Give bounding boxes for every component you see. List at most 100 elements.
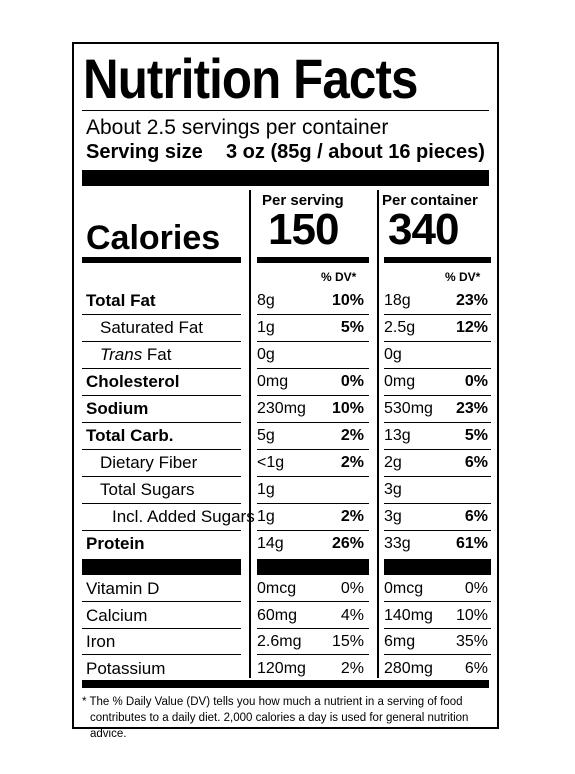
row-divider-left bbox=[82, 422, 241, 423]
footnote-rule bbox=[82, 680, 489, 688]
nutrient-container-dv: 23% bbox=[455, 400, 488, 417]
vitamin-thick-rule-mid bbox=[257, 559, 369, 575]
vitamin-container-amount: 0mcg bbox=[384, 580, 424, 597]
nutrient-container-dv: 6% bbox=[464, 508, 488, 525]
per-container-header: Per container bbox=[382, 192, 478, 209]
row-divider-left bbox=[82, 341, 241, 342]
vitamin-thick-rule-left bbox=[82, 559, 241, 575]
row-divider-left bbox=[82, 530, 241, 531]
nutrient-serving-amount: 1g bbox=[257, 319, 275, 336]
footnote-line-2: contributes to a daily diet. 2,000 calor… bbox=[90, 712, 469, 740]
row-divider-mid bbox=[257, 476, 369, 477]
nutrition-facts-panel: Nutrition Facts About 2.5 servings per c… bbox=[72, 42, 499, 740]
nutrient-label: Dietary Fiber bbox=[100, 453, 198, 472]
nutrient-label: Trans Fat bbox=[100, 345, 172, 364]
row-divider-mid bbox=[257, 368, 369, 369]
nutrient-serving-amount: <1g bbox=[257, 454, 285, 471]
vitamin-divider-mid bbox=[257, 654, 369, 655]
nutrient-label: Protein bbox=[86, 534, 145, 553]
panel-title: Nutrition Facts bbox=[83, 47, 418, 110]
serving-size: Serving size 3 oz (85g / about 16 pieces… bbox=[86, 141, 485, 164]
nutrient-serving-amount: 1g bbox=[257, 508, 275, 525]
nutrient-serving-dv: 0% bbox=[340, 373, 364, 390]
nutrient-label: Total Sugars bbox=[100, 480, 195, 499]
vitamin-container-amount: 6mg bbox=[384, 633, 416, 650]
calories-label-rule bbox=[82, 257, 241, 263]
nutrient-serving-dv: 10% bbox=[331, 400, 364, 417]
nutrient-container-dv: 6% bbox=[464, 454, 488, 471]
nutrient-serving-amount: 5g bbox=[257, 427, 275, 444]
nutrient-container-amount: 18g bbox=[384, 292, 411, 309]
serving-size-amount: 3 oz (85g / about 16 pieces) bbox=[226, 141, 485, 163]
row-divider-left bbox=[82, 314, 241, 315]
serving-size-label: Serving size bbox=[86, 141, 203, 163]
nutrient-serving-amount: 14g bbox=[257, 535, 284, 552]
vitamin-divider-left bbox=[82, 654, 241, 655]
row-divider-mid bbox=[257, 422, 369, 423]
row-divider-right bbox=[384, 449, 491, 450]
nutrient-container-amount: 0g bbox=[384, 346, 402, 363]
nutrient-container-amount: 13g bbox=[384, 427, 411, 444]
nutrient-serving-dv: 26% bbox=[331, 535, 364, 552]
row-divider-mid bbox=[257, 530, 369, 531]
row-divider-mid bbox=[257, 395, 369, 396]
vitamin-container-dv: 35% bbox=[455, 633, 488, 650]
vitamin-divider-right bbox=[384, 601, 491, 602]
row-divider-right bbox=[384, 395, 491, 396]
calories-container-rule bbox=[384, 257, 491, 263]
nutrient-label: Saturated Fat bbox=[100, 318, 204, 337]
calories-per-serving: 150 bbox=[268, 205, 339, 254]
calories-label: Calories bbox=[86, 219, 221, 257]
nutrient-container-dv: 12% bbox=[455, 319, 488, 336]
vitamin-label: Potassium bbox=[86, 658, 166, 678]
nutrient-serving-dv: 2% bbox=[340, 427, 364, 444]
vitamin-divider-mid bbox=[257, 601, 369, 602]
vitamin-thick-rule-right bbox=[384, 559, 491, 575]
nutrient-serving-amount: 8g bbox=[257, 292, 275, 309]
nutrient-serving-dv: 5% bbox=[340, 319, 364, 336]
serving-thick-rule bbox=[82, 170, 489, 186]
nutrient-container-amount: 2.5g bbox=[384, 319, 416, 336]
vitamin-label: Calcium bbox=[86, 605, 148, 625]
row-divider-left bbox=[82, 395, 241, 396]
vitamin-divider-right bbox=[384, 627, 491, 629]
row-divider-right bbox=[384, 314, 491, 315]
title-rule bbox=[82, 110, 489, 111]
column-divider-1 bbox=[249, 190, 251, 678]
vitamin-label: Vitamin D bbox=[86, 579, 160, 598]
dv-header-container: % DV* bbox=[445, 270, 481, 284]
row-divider-left bbox=[82, 476, 241, 477]
row-divider-right bbox=[384, 422, 491, 423]
nutrient-serving-dv: 10% bbox=[331, 292, 364, 309]
row-divider-right bbox=[384, 368, 491, 369]
row-divider-left bbox=[82, 449, 241, 450]
vitamin-divider-right bbox=[384, 654, 491, 655]
vitamin-divider-left bbox=[82, 627, 241, 629]
vitamin-serving-amount: 2.6mg bbox=[257, 633, 302, 650]
calories-per-container: 340 bbox=[388, 205, 459, 254]
row-divider-left bbox=[82, 368, 241, 369]
nutrient-container-amount: 530mg bbox=[384, 400, 433, 417]
nutrient-serving-amount: 230mg bbox=[257, 400, 306, 417]
vitamin-serving-amount: 0mcg bbox=[257, 580, 297, 597]
vitamin-serving-dv: 15% bbox=[331, 633, 364, 650]
footnote-line-1: * The % Daily Value (DV) tells you how m… bbox=[82, 696, 463, 708]
row-divider-right bbox=[384, 341, 491, 342]
row-divider-right bbox=[384, 530, 491, 531]
vitamin-container-dv: 10% bbox=[455, 606, 488, 624]
vitamin-serving-amount: 60mg bbox=[257, 606, 298, 624]
nutrient-serving-amount: 0mg bbox=[257, 373, 289, 390]
nutrient-container-amount: 3g bbox=[384, 481, 402, 498]
row-divider-right bbox=[384, 503, 491, 504]
vitamin-serving-dv: 4% bbox=[340, 606, 364, 624]
vitamin-container-amount: 140mg bbox=[384, 606, 433, 624]
nutrient-label: Total Fat bbox=[86, 291, 156, 310]
trans-fat-italic: Trans bbox=[100, 345, 143, 364]
vitamin-container-amount: 280mg bbox=[384, 659, 433, 677]
calories-serving-rule bbox=[257, 257, 369, 263]
nutrient-container-dv: 23% bbox=[455, 292, 488, 309]
nutrient-label: Incl. Added Sugars bbox=[112, 507, 255, 526]
nutrient-label: Sodium bbox=[86, 399, 149, 418]
nutrient-label: Cholesterol bbox=[86, 372, 180, 391]
servings-per-container: About 2.5 servings per container bbox=[86, 116, 389, 139]
